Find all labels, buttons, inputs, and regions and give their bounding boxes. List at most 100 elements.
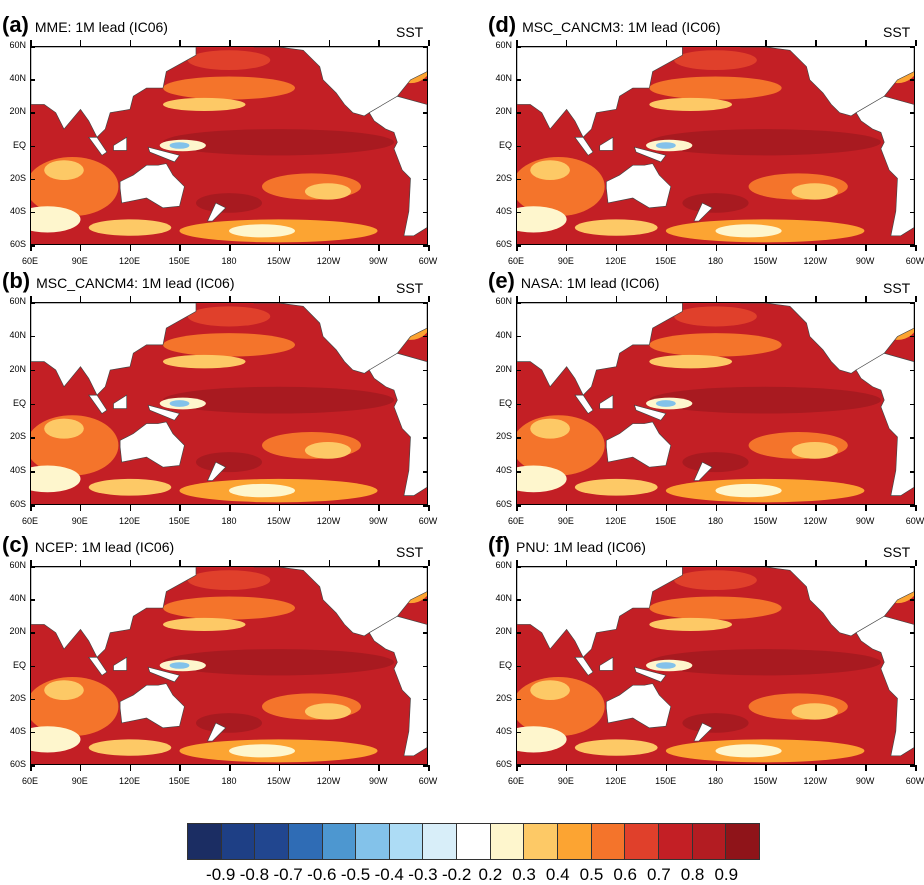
y-tick-label: 40S (9, 465, 26, 476)
x-tick-label: 180 (221, 516, 237, 526)
tick-mark (179, 505, 181, 511)
tick-mark (30, 296, 32, 302)
x-tick-label: 150W (753, 256, 778, 266)
tick-mark (915, 245, 917, 251)
y-tick-label: 60N (495, 296, 512, 306)
tick-mark (915, 560, 917, 566)
x-tick-label: 90E (71, 776, 88, 786)
y-tick-label: 20S (9, 172, 26, 183)
tick-mark (378, 765, 380, 771)
tick-mark (378, 560, 380, 566)
x-tick-label: 90W (855, 516, 875, 526)
colorbar-label: 0.7 (647, 865, 671, 884)
y-tick-label: 40N (495, 73, 512, 84)
x-tick-label: 60E (21, 776, 38, 786)
y-tick-label: 20N (495, 363, 512, 374)
y-tick-label: 20S (495, 431, 512, 442)
x-tick-label: 150W (753, 516, 778, 526)
tick-mark (910, 698, 915, 701)
panel-letter: (d) (488, 12, 517, 37)
x-tick-label: 60E (21, 256, 38, 266)
x-tick-label: 150E (655, 256, 677, 266)
x-tick-label: 90W (855, 256, 875, 266)
panel-title-text: PNU: 1M lead (IC06) (515, 539, 646, 555)
tick-mark (428, 505, 430, 511)
tick-mark (229, 296, 231, 302)
tick-mark (30, 560, 32, 566)
tick-mark (915, 505, 917, 511)
tick-mark (378, 245, 380, 251)
tick-mark (423, 79, 428, 81)
tick-mark (565, 245, 568, 251)
tick-mark (516, 698, 521, 701)
colorbar-label: -0.3 (408, 865, 438, 884)
tick-mark (423, 178, 428, 181)
tick-mark (715, 245, 717, 251)
tick-mark (516, 296, 518, 302)
tick-mark (815, 296, 817, 302)
tick-mark (30, 112, 35, 114)
tick-mark (665, 505, 668, 511)
colorbar-swatch (726, 824, 759, 859)
panel-letter: (b) (2, 268, 31, 293)
tick-mark (129, 765, 131, 771)
tick-mark (79, 296, 82, 302)
tick-mark (423, 437, 428, 439)
x-tick-label: 60E (507, 776, 524, 786)
y-tick-label: 60S (495, 499, 512, 509)
tick-mark (79, 505, 82, 511)
variable-label: SST (396, 280, 424, 296)
y-tick-label: 60S (9, 759, 26, 769)
x-tick-label: 120E (605, 516, 627, 526)
x-tick-label: 120W (803, 776, 827, 786)
variable-label: SST (883, 280, 911, 296)
tick-mark (179, 765, 181, 771)
tick-mark (565, 296, 568, 302)
panel-title-text: MSC_CANCM3: 1M lead (IC06) (522, 19, 721, 35)
tick-mark (865, 765, 867, 771)
tick-mark (278, 505, 281, 511)
colorbar-swatch (188, 824, 222, 859)
x-tick-label: 180 (221, 256, 237, 266)
tick-mark (516, 46, 521, 48)
panel-title-text: NASA: 1M lead (IC06) (520, 275, 660, 291)
colorbar-label: 0.5 (579, 865, 604, 884)
x-tick-label: 150E (168, 776, 190, 786)
colorbar-label: 0.6 (613, 865, 637, 884)
tick-mark (665, 40, 668, 46)
colorbar-label: -0.4 (374, 865, 404, 884)
tick-mark (615, 40, 618, 46)
tick-mark (129, 245, 131, 251)
x-tick-label: 90E (71, 516, 88, 526)
x-tick-label: 60E (507, 516, 524, 526)
y-tick-label: EQ (12, 397, 26, 408)
tick-mark (30, 505, 32, 511)
x-tick-label: 60W (905, 776, 924, 786)
tick-mark (615, 296, 618, 302)
tick-mark (516, 505, 518, 511)
tick-mark (30, 599, 35, 601)
tick-mark (79, 40, 82, 46)
tick-mark (910, 731, 915, 734)
y-tick-label: EQ (498, 397, 512, 408)
tick-mark (765, 560, 767, 566)
y-tick-label: 60S (9, 239, 26, 249)
y-tick-label: 60N (495, 560, 512, 570)
x-tick-label: 120E (118, 516, 141, 526)
x-tick-label: 120W (316, 256, 341, 266)
sst-correlation-map (30, 46, 428, 245)
tick-mark (910, 765, 915, 767)
tick-mark (516, 566, 521, 568)
colorbar-swatch (457, 824, 491, 859)
tick-mark (30, 245, 35, 247)
y-tick-label: 60S (495, 759, 512, 769)
tick-mark (516, 302, 521, 304)
tick-mark (910, 245, 915, 247)
panel-title-text: NCEP: 1M lead (IC06) (34, 539, 175, 555)
colorbar-swatch (490, 824, 525, 859)
tick-mark (516, 632, 521, 634)
tick-mark (423, 46, 428, 48)
tick-mark (423, 665, 428, 667)
y-tick-label: 40S (495, 205, 512, 216)
x-tick-label: 60W (418, 516, 438, 526)
